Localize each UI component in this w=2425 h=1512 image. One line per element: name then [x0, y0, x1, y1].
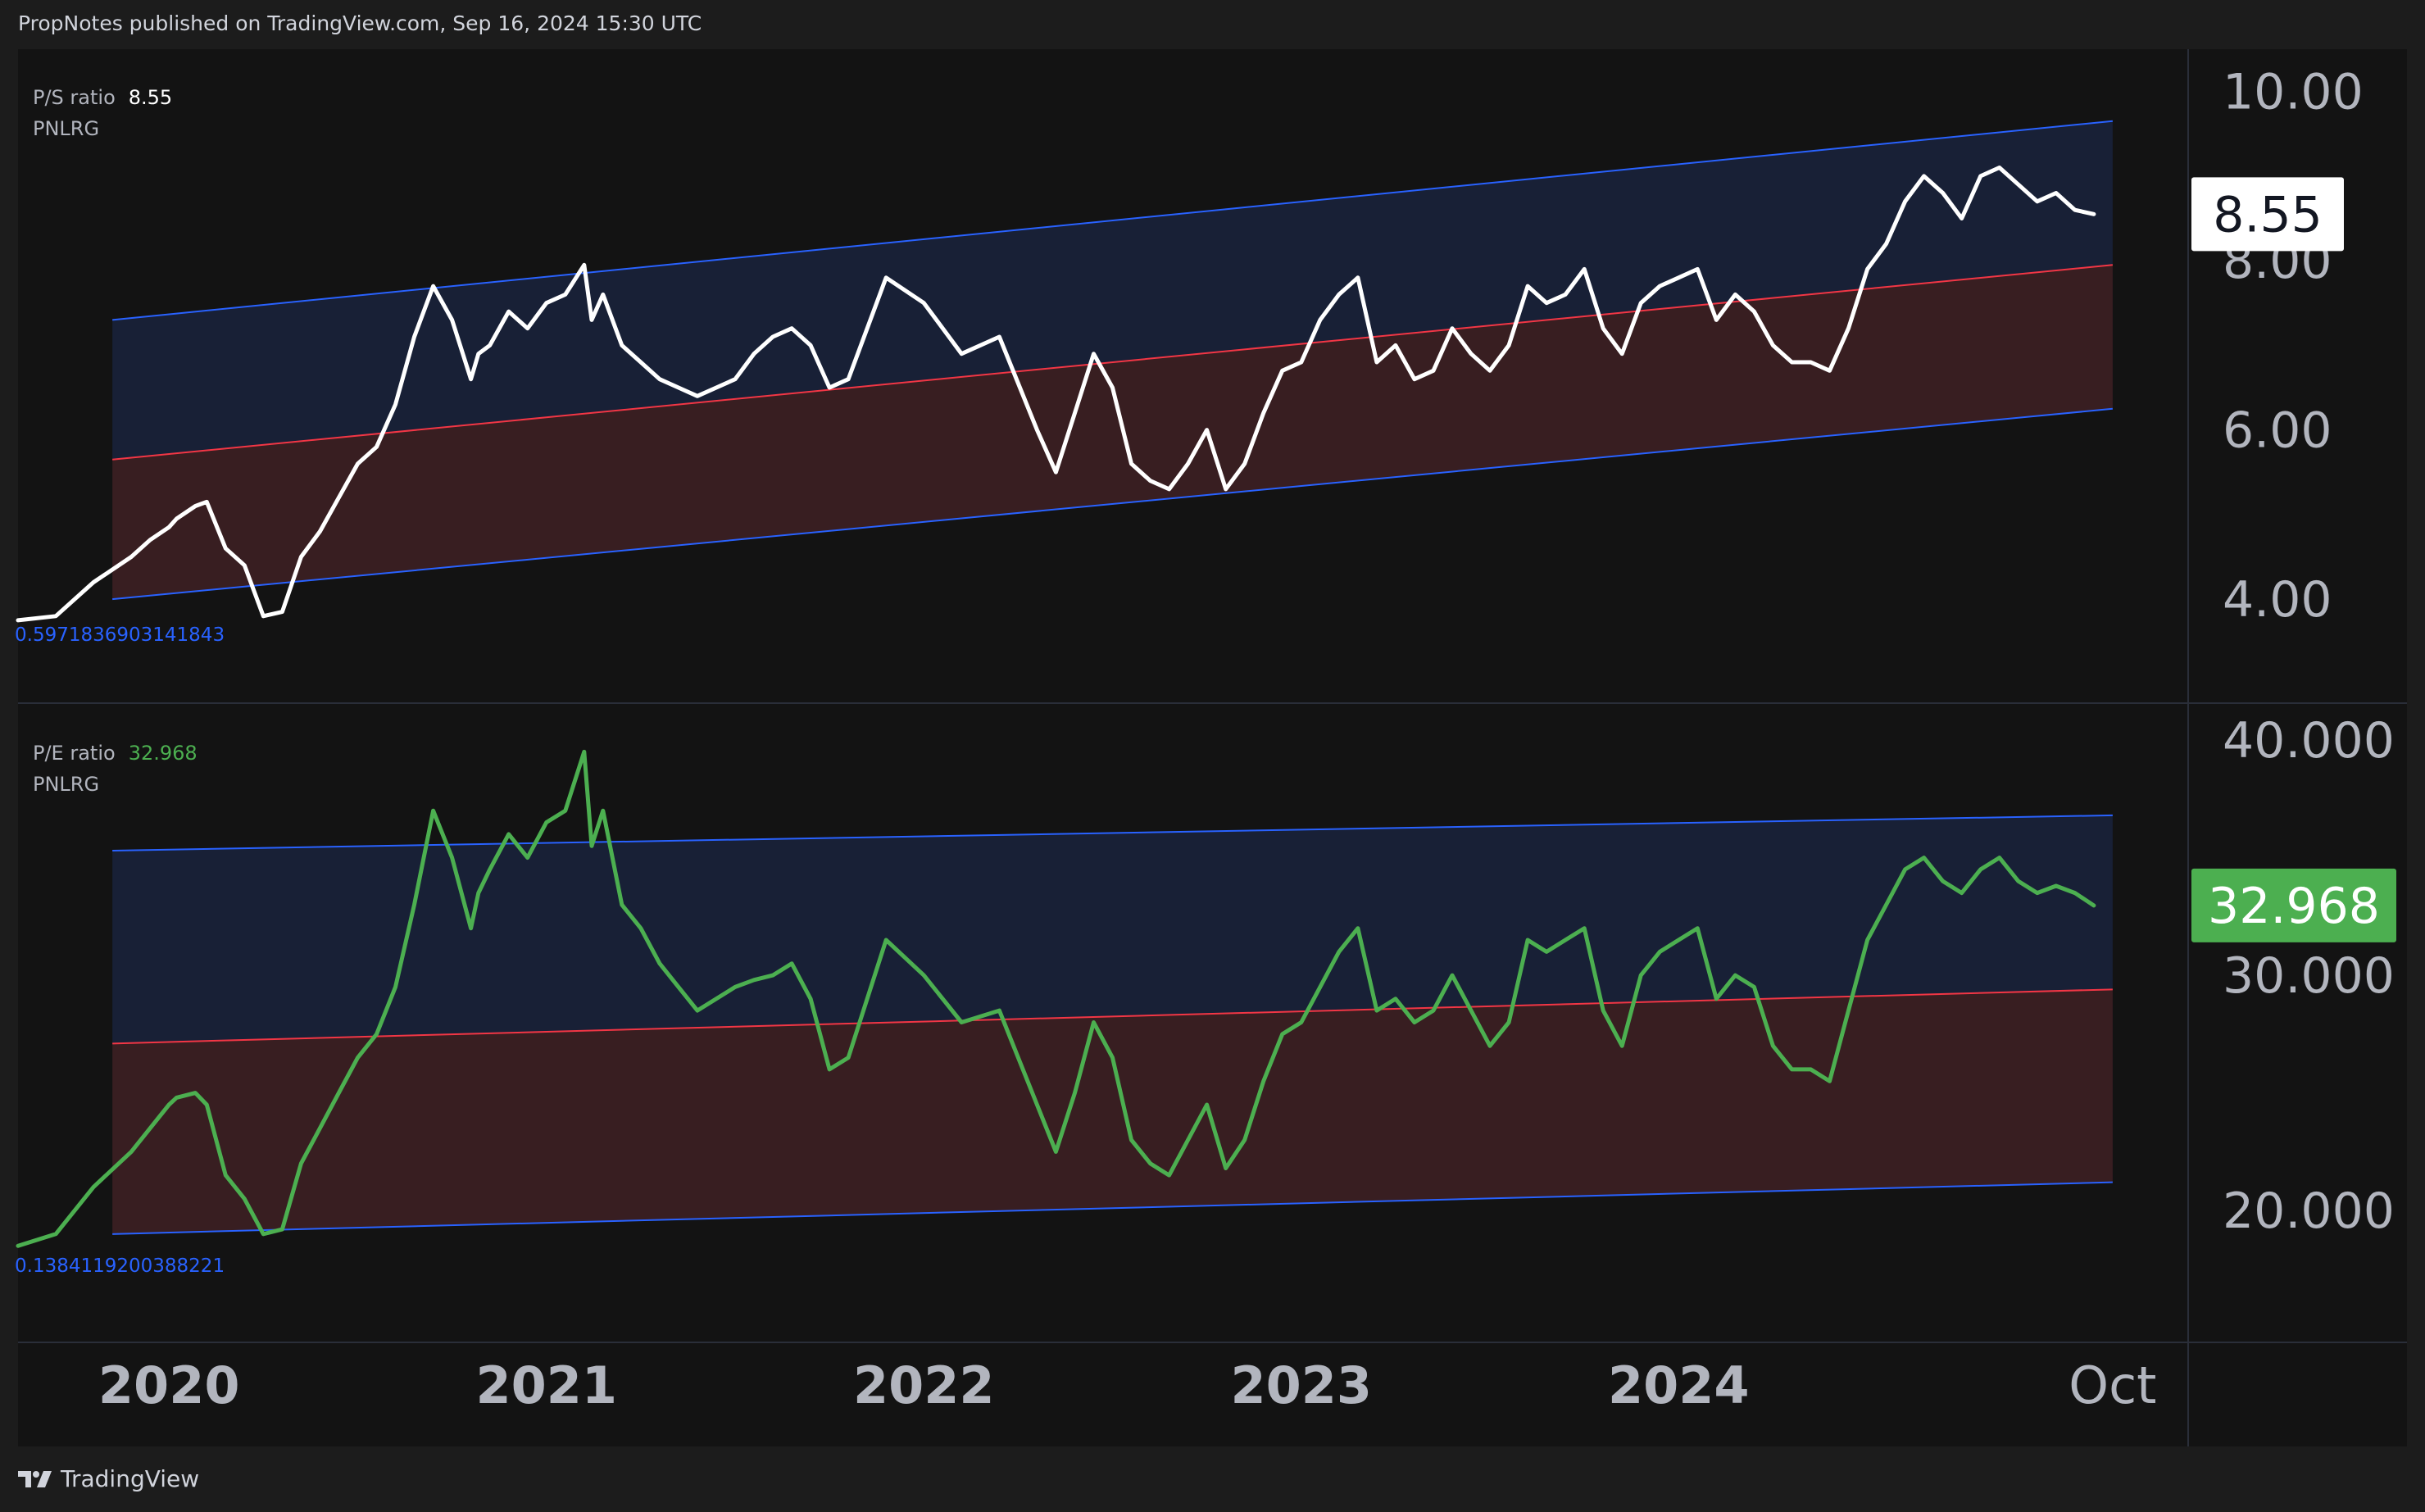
current-value-badge-text: 32.968: [2208, 878, 2380, 935]
legend-current-value: 32.968: [129, 742, 198, 765]
x-tick-label: 2023: [1230, 1355, 1372, 1415]
y-tick-label: 30.000: [2223, 947, 2395, 1005]
regression-start-label: 0.1384119200388221: [15, 1255, 225, 1277]
y-tick-label: 10.00: [2223, 64, 2364, 121]
pane-title: P/S ratio: [33, 86, 116, 109]
regression-middle-line: [112, 988, 2113, 1045]
legend-current-value: 8.55: [129, 86, 172, 109]
y-tick-label: 20.000: [2223, 1183, 2395, 1240]
regression-lower-line: [112, 1181, 2113, 1235]
regression-upper-line: [112, 120, 2113, 321]
current-value-badge-text: 8.55: [2213, 186, 2323, 243]
x-tick-label: 2022: [853, 1355, 995, 1415]
regression-lower-line: [112, 407, 2113, 601]
regression-lower-fill: [112, 989, 2113, 1234]
y-tick-label: 4.00: [2223, 571, 2332, 629]
current-value-badge: [2191, 868, 2396, 942]
x-tick-label: 2020: [98, 1355, 240, 1415]
y-tick-label: 40.000: [2223, 712, 2395, 770]
regression-middle-line: [112, 264, 2113, 461]
current-value-badge: [2191, 177, 2344, 252]
x-tick-label: 2024: [1608, 1355, 1750, 1415]
pane-title: P/E ratio: [33, 742, 116, 765]
regression-upper-fill: [112, 120, 2113, 460]
regression-lower-fill: [112, 265, 2113, 600]
time-axis[interactable]: 2020 2021 2022 2023 2024 Oct: [98, 1355, 2157, 1415]
regression-start-label: 0.5971836903141843: [15, 624, 225, 646]
published-header: PropNotes published on TradingView.com, …: [18, 11, 702, 35]
pe-ratio-pane[interactable]: 0.1384119200388221 P/E ratio 32.968 PNLRG 40…: [15, 712, 2396, 1277]
footer: TradingView: [18, 1465, 199, 1492]
x-tick-label: Oct: [2069, 1355, 2156, 1415]
regression-upper-fill: [112, 815, 2113, 1044]
pe-ratio-series-line: [16, 749, 2096, 1248]
ps-ratio-series-line: [16, 166, 2096, 623]
pane-symbol: PNLRG: [33, 773, 99, 796]
y-tick-label: 6.00: [2223, 402, 2332, 460]
tradingview-logo-icon[interactable]: [18, 1469, 52, 1489]
pane-symbol: PNLRG: [33, 117, 99, 140]
ps-ratio-pane[interactable]: 0.5971836903141843 P/S ratio 8.55 PNLRG 10.0…: [15, 64, 2364, 646]
tradingview-brand[interactable]: TradingView: [61, 1465, 200, 1492]
x-tick-label: 2021: [475, 1355, 617, 1415]
